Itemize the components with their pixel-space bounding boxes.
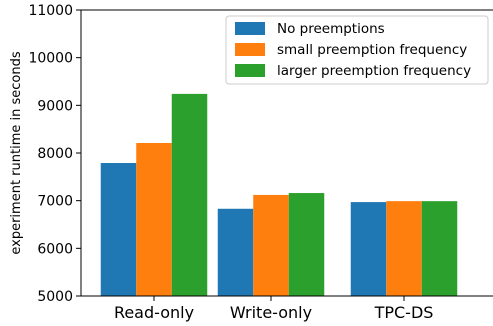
x-axis: Read-only Write-only TPC-DS	[114, 296, 433, 322]
bar-small-preemption-frequency-write-only	[253, 194, 289, 296]
bar-small-preemption-frequency-tpc-ds	[386, 201, 422, 296]
y-tick-label: 6000	[37, 241, 73, 257]
legend-entry-label: small preemption frequency	[277, 42, 467, 58]
bar-larger-preemption-frequency-write-only	[288, 193, 325, 296]
y-axis-label: experiment runtime in seconds	[9, 51, 24, 254]
bar-small-preemption-frequency-read-only	[136, 142, 172, 296]
y-tick-label: 10000	[28, 51, 73, 67]
bar-no-preemptions-read-only	[100, 163, 137, 296]
legend-swatch	[235, 22, 265, 35]
x-tick-label: Write-only	[230, 303, 312, 322]
y-tick-label: 5000	[37, 289, 73, 305]
y-tick-label: 11000	[28, 3, 73, 19]
legend-swatch	[235, 43, 265, 56]
legend-entry-label: larger preemption frequency	[277, 63, 471, 79]
legend-swatch	[235, 64, 265, 77]
y-axis: 5000 6000 7000 8000 9000 10000 11000	[28, 3, 81, 305]
x-tick-label: Read-only	[114, 303, 194, 322]
plot-frame	[80, 9, 493, 297]
y-tick-label: 7000	[37, 194, 73, 210]
legend-box	[225, 15, 489, 85]
bar-larger-preemption-frequency-read-only	[171, 93, 208, 296]
bar-no-preemptions-write-only	[217, 208, 254, 296]
x-tick-label: TPC-DS	[374, 303, 434, 322]
legend: No preemptions small preemption frequency…	[225, 15, 489, 85]
y-tick-label: 8000	[37, 146, 73, 162]
bar-larger-preemption-frequency-tpc-ds	[421, 201, 458, 296]
bar-no-preemptions-tpc-ds	[350, 202, 387, 296]
bars-group	[100, 93, 458, 296]
y-tick-label: 9000	[37, 98, 73, 114]
legend-entry-label: No preemptions	[277, 21, 385, 37]
